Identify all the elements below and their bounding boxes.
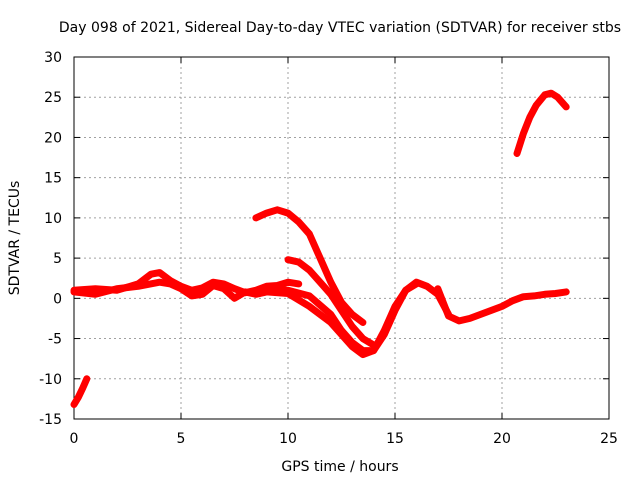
x-tick-label: 15	[386, 431, 404, 447]
series-track-main-b	[70, 278, 271, 302]
x-tick-label: 20	[493, 431, 511, 447]
x-tick-label: 5	[177, 431, 186, 447]
y-tick-label: 30	[44, 50, 62, 66]
y-tick-label: -5	[48, 332, 62, 348]
y-tick-label: 15	[44, 171, 62, 187]
series-track-dip-b	[263, 280, 420, 355]
x-tick-label: 0	[70, 431, 79, 447]
y-tick-label: -10	[39, 372, 62, 388]
series-track-late	[434, 285, 570, 325]
x-tick-label: 25	[600, 431, 618, 447]
series-track-late-arc	[513, 89, 570, 157]
y-tick-label: 5	[53, 251, 62, 267]
plot-frame	[73, 56, 610, 420]
data-series	[70, 89, 570, 408]
series-track-mid-drop	[284, 256, 378, 349]
y-tick-label: 0	[53, 291, 62, 307]
axis-ticks: 0 5 10 15 20 25 -15 -10 -5 0 5 10 15 20 25 30	[39, 50, 618, 447]
y-tick-label: 25	[44, 90, 62, 106]
y-tick-label: -15	[39, 412, 62, 428]
series-track-early-low	[70, 375, 91, 408]
y-tick-label: 10	[44, 211, 62, 227]
chart-title: Day 098 of 2021, Sidereal Day-to-day VTE…	[59, 20, 621, 36]
series-track-high-arc	[252, 206, 367, 326]
y-axis-label: SDTVAR / TECUs	[7, 181, 23, 296]
y-tick-label: 20	[44, 130, 62, 146]
x-tick-label: 10	[279, 431, 297, 447]
x-axis-label: GPS time / hours	[281, 459, 398, 475]
